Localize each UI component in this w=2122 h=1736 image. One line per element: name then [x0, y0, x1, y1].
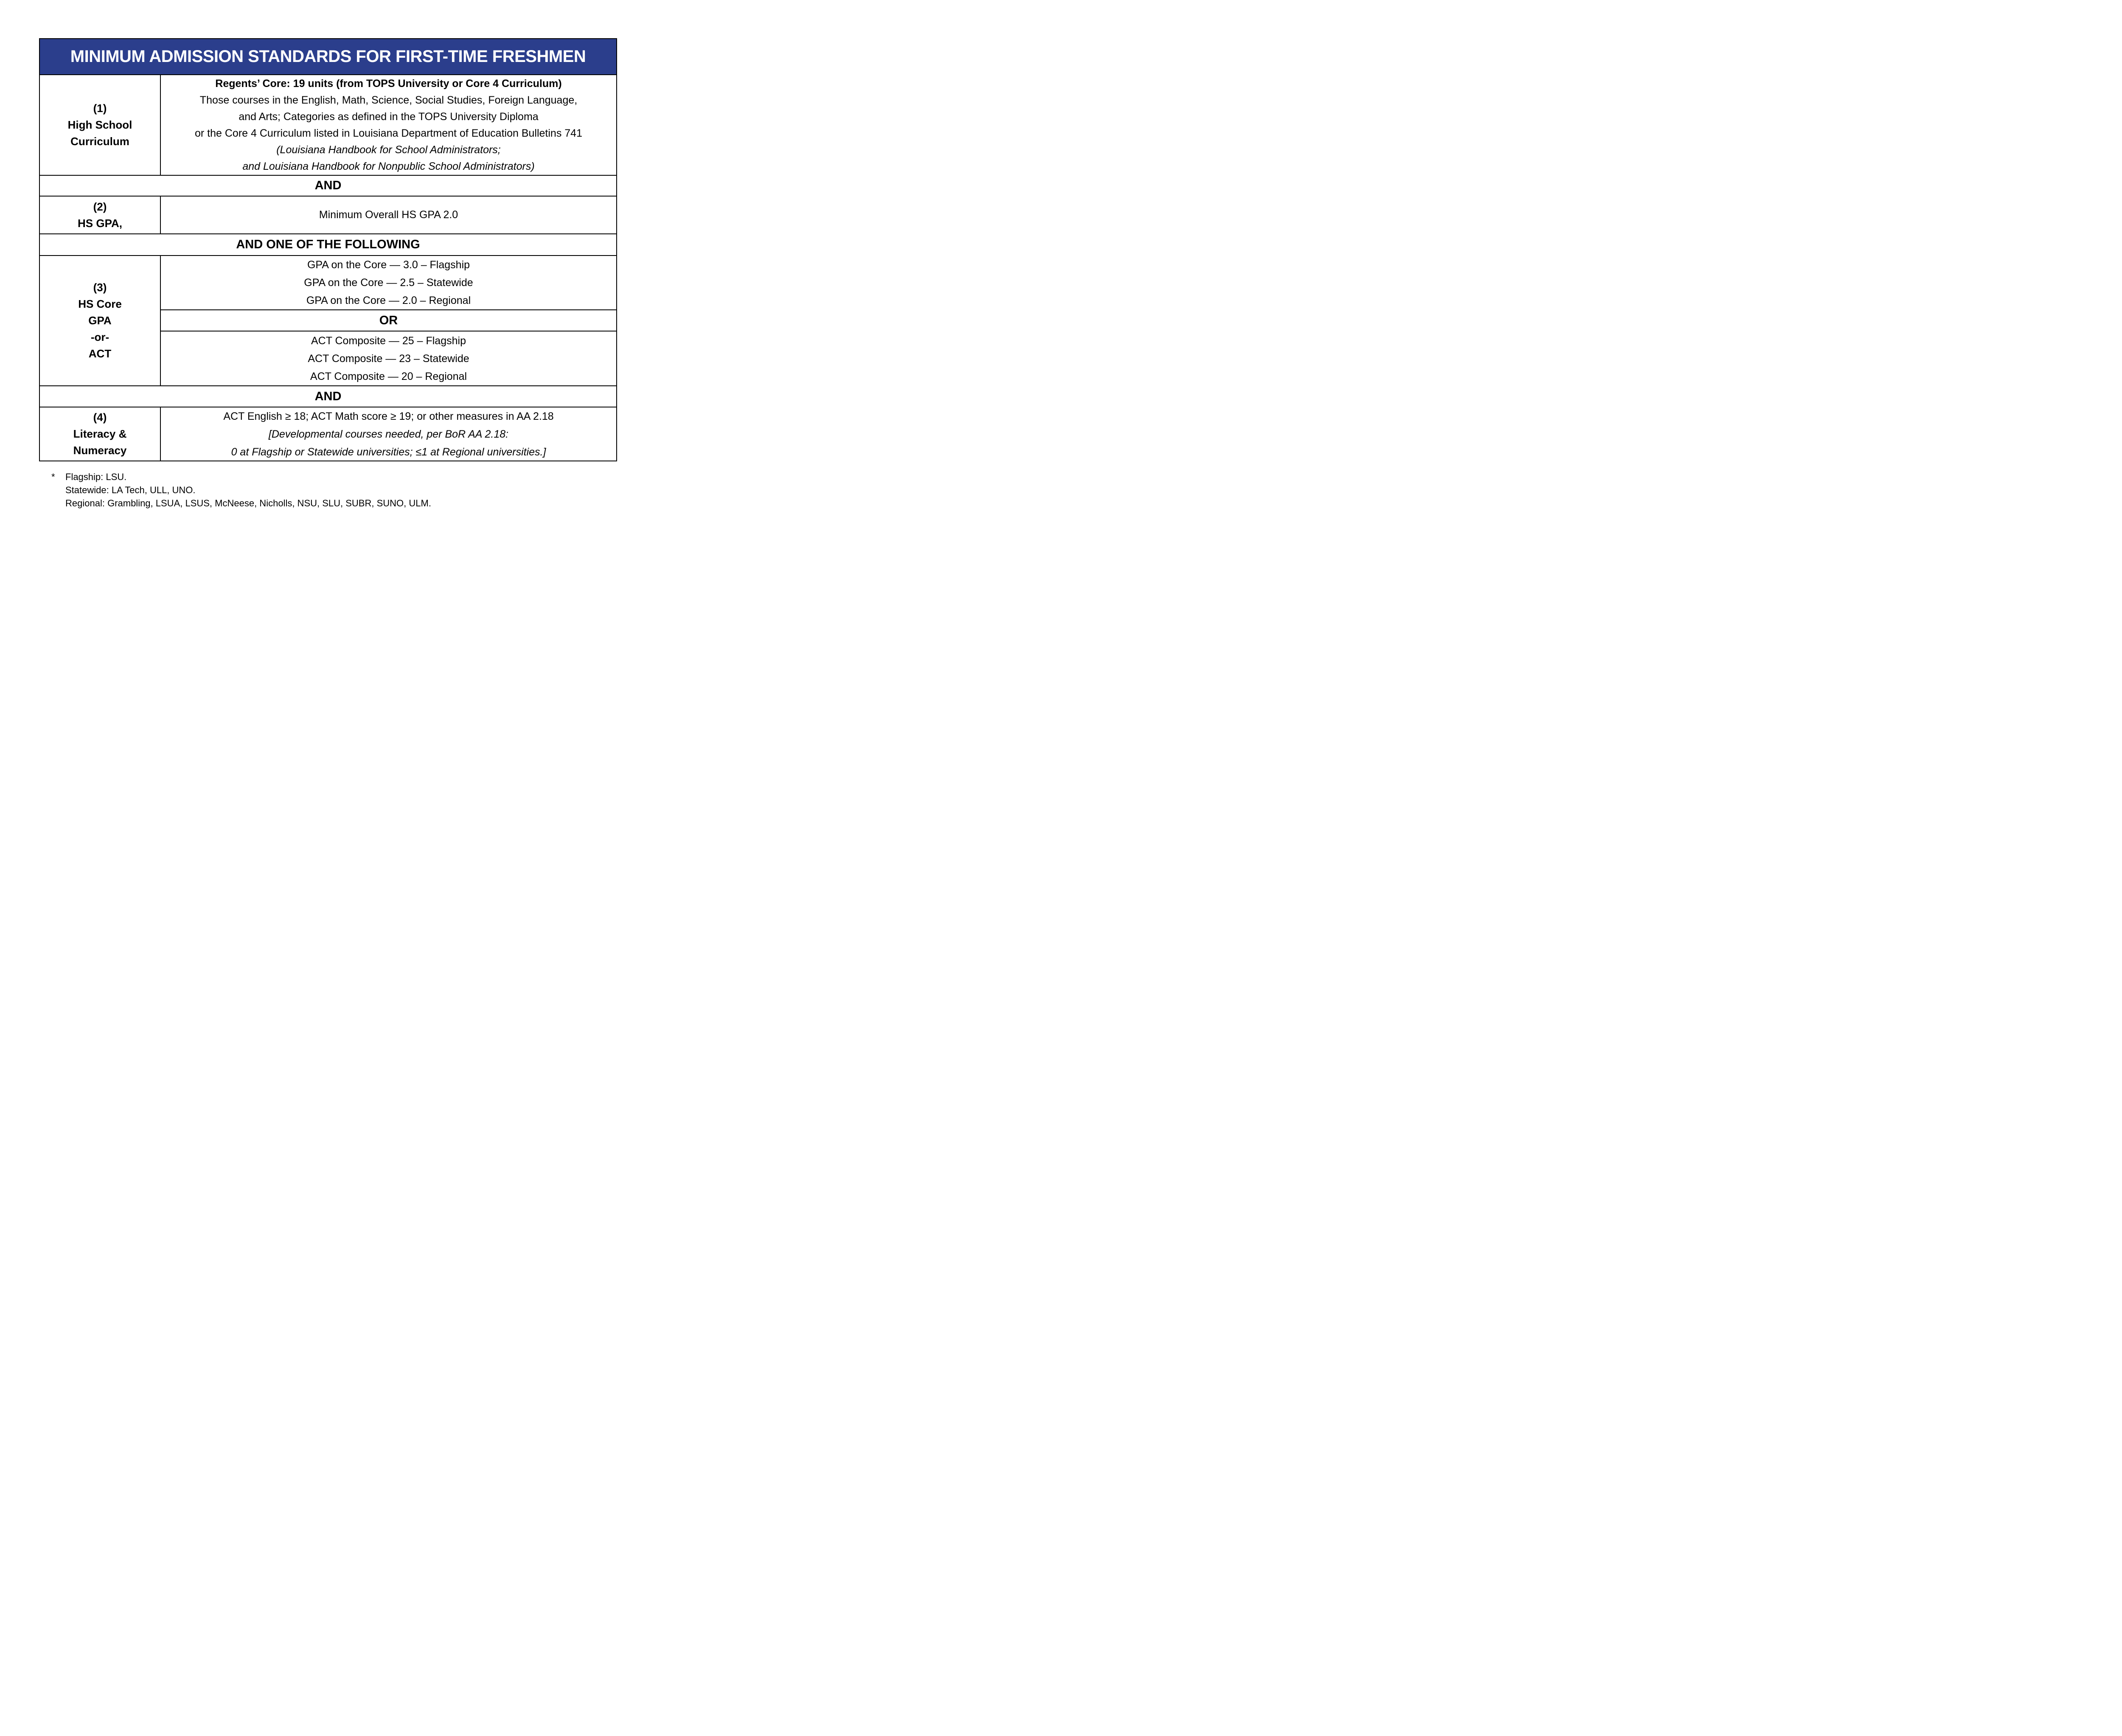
core-gpa-option-line: GPA on the Core — 3.0 – Flagship [307, 259, 470, 271]
row2-label-line: HS GPA, [78, 216, 122, 230]
row2-label-number: (2) [93, 200, 107, 213]
act-composite-options: ACT Composite — 25 – Flagship ACT Compos… [161, 331, 616, 385]
row3-label-line: -or- [90, 331, 109, 343]
footnote-text: Flagship: LSU. Statewide: LA Tech, ULL, … [65, 470, 431, 510]
and-one-of-following-row: AND ONE OF THE FOLLOWING [40, 233, 616, 255]
row-literacy-numeracy: (4) Literacy & Numeracy ACT English ≥ 18… [40, 407, 616, 461]
row1-handbook-line: and Louisiana Handbook for Nonpublic Sch… [242, 160, 535, 172]
footnote-asterisk: * [51, 472, 55, 482]
footnote-flagship-line: Flagship: LSU. [65, 472, 127, 482]
row4-label-number: (4) [93, 411, 107, 424]
row4-label-line: Numeracy [73, 444, 127, 457]
row3-label-line: HS Core [78, 298, 122, 310]
row1-content-line: and Arts; Categories as defined in the T… [239, 110, 539, 123]
or-separator-row: OR [161, 309, 616, 331]
and-separator-label: AND [314, 179, 342, 192]
developmental-courses-line: [Developmental courses needed, per BoR A… [268, 428, 509, 440]
act-composite-option-line: ACT Composite — 23 – Statewide [308, 352, 469, 365]
row2-label-cell: (2) HS GPA, [40, 197, 160, 233]
row-core-gpa-or-act: (3) HS Core GPA -or- ACT GPA on the Core… [40, 255, 616, 385]
row1-content-line: or the Core 4 Curriculum listed in Louis… [195, 127, 582, 139]
row1-handbook-line: (Louisiana Handbook for School Administr… [276, 143, 501, 156]
row1-content-cell: Regents’ Core: 19 units (from TOPS Unive… [160, 75, 616, 175]
core-gpa-option-line: GPA on the Core — 2.0 – Regional [306, 295, 471, 306]
regents-core-line: Regents’ Core: 19 units (from TOPS Unive… [215, 77, 562, 90]
footnote-regional-line: Regional: Grambling, LSUA, LSUS, McNeese… [65, 498, 431, 508]
row1-label-line: Curriculum [70, 135, 129, 148]
row3-label-line: GPA [88, 314, 112, 327]
act-composite-option-line: ACT Composite — 25 – Flagship [311, 334, 466, 347]
developmental-courses-line: 0 at Flagship or Statewide universities;… [231, 446, 546, 458]
row2-content-cell: Minimum Overall HS GPA 2.0 [160, 197, 616, 233]
row1-label-number: (1) [93, 102, 107, 115]
or-separator-label: OR [379, 313, 398, 327]
min-overall-gpa-line: Minimum Overall HS GPA 2.0 [319, 209, 458, 221]
row3-label-line: ACT [88, 347, 112, 360]
and-separator-row: AND [40, 175, 616, 196]
row-hs-gpa: (2) HS GPA, Minimum Overall HS GPA 2.0 [40, 196, 616, 233]
footnote-statewide-line: Statewide: LA Tech, ULL, UNO. [65, 485, 196, 495]
admission-standards-table: MINIMUM ADMISSION STANDARDS FOR FIRST-TI… [39, 38, 617, 461]
row-high-school-curriculum: (1) High School Curriculum Regents’ Core… [40, 74, 616, 175]
row3-content-column: GPA on the Core — 3.0 – Flagship GPA on … [160, 256, 616, 385]
and-separator-label: AND [314, 389, 342, 403]
row1-content-line: Those courses in the English, Math, Scie… [199, 94, 578, 106]
row4-label-cell: (4) Literacy & Numeracy [40, 407, 160, 461]
row4-content-cell: ACT English ≥ 18; ACT Math score ≥ 19; o… [160, 407, 616, 461]
footnote: * Flagship: LSU. Statewide: LA Tech, ULL… [51, 470, 431, 510]
core-gpa-options: GPA on the Core — 3.0 – Flagship GPA on … [161, 256, 616, 309]
row1-label-line: High School [67, 118, 132, 131]
and-separator-row: AND [40, 385, 616, 407]
table-title: MINIMUM ADMISSION STANDARDS FOR FIRST-TI… [70, 47, 586, 66]
row1-label-cell: (1) High School Curriculum [40, 75, 160, 175]
act-composite-option-line: ACT Composite — 20 – Regional [310, 370, 467, 382]
core-gpa-option-line: GPA on the Core — 2.5 – Statewide [304, 277, 473, 289]
row3-label-cell: (3) HS Core GPA -or- ACT [40, 256, 160, 385]
act-scores-line: ACT English ≥ 18; ACT Math score ≥ 19; o… [223, 410, 554, 422]
table-header-bar: MINIMUM ADMISSION STANDARDS FOR FIRST-TI… [40, 39, 616, 74]
document-page: MINIMUM ADMISSION STANDARDS FOR FIRST-TI… [0, 0, 656, 526]
row3-label-number: (3) [93, 281, 107, 294]
row4-label-line: Literacy & [73, 427, 127, 440]
and-one-of-following-label: AND ONE OF THE FOLLOWING [236, 238, 420, 251]
